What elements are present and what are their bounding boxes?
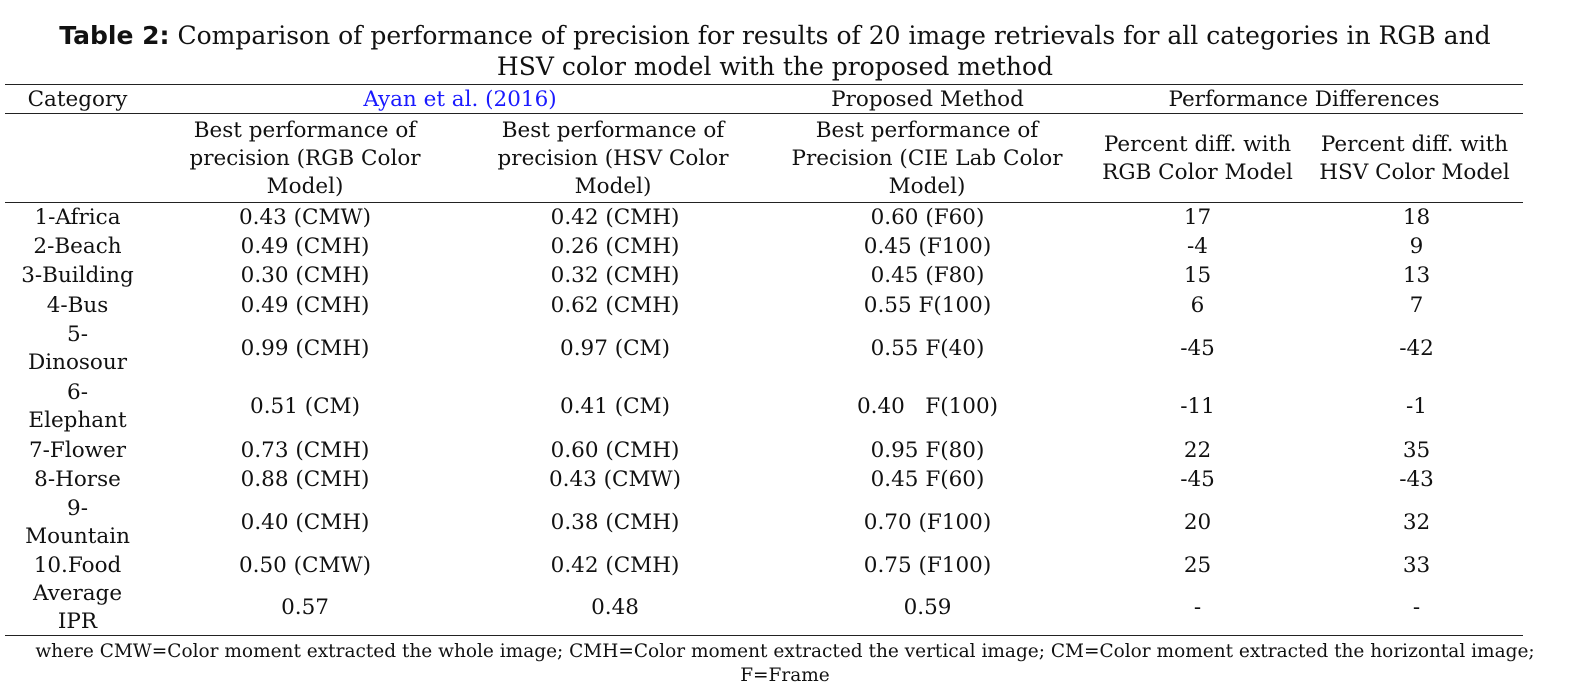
- cell-cielab-precision: 0.70 (F100): [863, 509, 992, 535]
- cell-cielab-precision: 0.59: [903, 594, 952, 620]
- cell-rgb-precision: 0.99 (CMH): [240, 336, 370, 361]
- cell-diff-rgb: -4: [1187, 233, 1208, 259]
- header-rule-2: [5, 202, 1523, 203]
- cell-cielab-precision: 0.95 F(80): [870, 437, 985, 463]
- cell-diff-rgb: -11: [1180, 394, 1215, 419]
- cell-hsv-precision: 0.62 (CMH): [550, 292, 680, 318]
- subheader-cielab: Best performance of Precision (CIE Lab C…: [791, 118, 1063, 199]
- cell-diff-hsv: 18: [1402, 204, 1431, 230]
- cell-rgb-precision: 0.50 (CMW): [238, 552, 372, 578]
- cell-diff-hsv: 35: [1402, 437, 1431, 463]
- table-label: Table 2:: [59, 21, 170, 50]
- cell-cielab-precision: 0.40 F(100): [856, 394, 999, 419]
- cell-hsv-precision: 0.41 (CM): [560, 394, 670, 419]
- cell-diff-hsv: -43: [1399, 466, 1434, 492]
- cell-hsv-precision: 0.48: [591, 594, 639, 620]
- top-rule: [5, 84, 1523, 85]
- cell-rgb-precision: 0.30 (CMH): [240, 263, 370, 288]
- cell-diff-hsv: -: [1412, 594, 1421, 620]
- caption-text: Comparison of performance of precision f…: [169, 21, 1491, 81]
- cell-diff-rgb: 17: [1183, 204, 1212, 230]
- cell-hsv-precision: 0.42 (CMH): [550, 204, 680, 230]
- cell-hsv-precision: 0.32 (CMH): [550, 263, 680, 288]
- cell-hsv-precision: 0.42 (CMH): [550, 552, 680, 578]
- cell-diff-hsv: 7: [1409, 292, 1424, 318]
- cell-cielab-precision: 0.60 (F60): [870, 204, 985, 230]
- header-category: Category: [27, 86, 128, 112]
- cell-diff-hsv: 33: [1402, 552, 1431, 578]
- subheader-diff-rgb: Percent diff. with RGB Color Model: [1102, 132, 1293, 185]
- cell-diff-rgb: 25: [1183, 552, 1212, 578]
- header-ayan-link[interactable]: Ayan et al. (2016): [363, 86, 557, 112]
- cell-rgb-precision: 0.49 (CMH): [240, 292, 370, 318]
- cell-cielab-precision: 0.75 (F100): [863, 552, 992, 578]
- cell-cielab-precision: 0.45 (F100): [863, 233, 992, 259]
- cell-rgb-precision: 0.57: [281, 594, 329, 620]
- cell-category: 9- Mountain: [25, 495, 130, 549]
- cell-diff-hsv: 32: [1402, 509, 1431, 535]
- subheader-hsv: Best performance of precision (HSV Color…: [497, 118, 729, 199]
- cell-diff-hsv: -1: [1406, 394, 1427, 419]
- bottom-rule: [5, 635, 1523, 636]
- cell-category: 1-Africa: [34, 204, 121, 230]
- cell-category: Average IPR: [32, 580, 123, 634]
- cell-hsv-precision: 0.60 (CMH): [550, 437, 680, 463]
- cell-diff-rgb: 20: [1183, 509, 1212, 535]
- cell-cielab-precision: 0.55 F(100): [863, 292, 992, 318]
- cell-diff-hsv: -42: [1399, 336, 1434, 361]
- cell-hsv-precision: 0.38 (CMH): [550, 509, 680, 535]
- cell-rgb-precision: 0.51 (CM): [250, 394, 360, 419]
- cell-category: 8-Horse: [34, 466, 121, 492]
- cell-hsv-precision: 0.43 (CMW): [548, 466, 682, 492]
- table-caption: Table 2: Comparison of performance of pr…: [30, 20, 1520, 82]
- cell-category: 4-Bus: [46, 292, 109, 318]
- cell-diff-rgb: 22: [1183, 437, 1212, 463]
- header-perf-diff: Performance Differences: [1168, 86, 1440, 112]
- cell-diff-rgb: 15: [1183, 263, 1212, 288]
- cell-diff-rgb: -45: [1180, 466, 1215, 492]
- cell-diff-hsv: 9: [1409, 233, 1424, 259]
- cell-cielab-precision: 0.55 F(40): [870, 336, 985, 361]
- cell-category: 7-Flower: [28, 437, 127, 463]
- cell-rgb-precision: 0.43 (CMW): [238, 204, 372, 230]
- cell-category: 10.Food: [33, 552, 122, 578]
- cell-hsv-precision: 0.26 (CMH): [550, 233, 680, 259]
- cell-diff-hsv: 13: [1402, 263, 1431, 288]
- cell-diff-rgb: -45: [1180, 336, 1215, 361]
- cell-cielab-precision: 0.45 (F80): [870, 263, 985, 288]
- cell-diff-rgb: -: [1193, 594, 1202, 620]
- subheader-diff-hsv: Percent diff. with HSV Color Model: [1319, 132, 1510, 185]
- header-proposed: Proposed Method: [831, 86, 1024, 112]
- cell-cielab-precision: 0.45 F(60): [870, 466, 985, 492]
- footnote: where CMW=Color moment extracted the who…: [35, 641, 1535, 686]
- subheader-rgb: Best performance of precision (RGB Color…: [189, 118, 421, 199]
- cell-category: 3-Building: [21, 263, 134, 288]
- cell-rgb-precision: 0.40 (CMH): [240, 509, 370, 535]
- cell-rgb-precision: 0.88 (CMH): [240, 466, 370, 492]
- cell-rgb-precision: 0.49 (CMH): [240, 233, 370, 259]
- cell-category: 2-Beach: [33, 233, 122, 259]
- cell-category: 5- Dinosour: [27, 322, 127, 375]
- cell-hsv-precision: 0.97 (CM): [560, 336, 670, 361]
- header-rule-1: [5, 113, 1523, 114]
- cell-diff-rgb: 6: [1190, 292, 1205, 318]
- cell-rgb-precision: 0.73 (CMH): [240, 437, 370, 463]
- cell-category: 6- Elephant: [28, 380, 127, 433]
